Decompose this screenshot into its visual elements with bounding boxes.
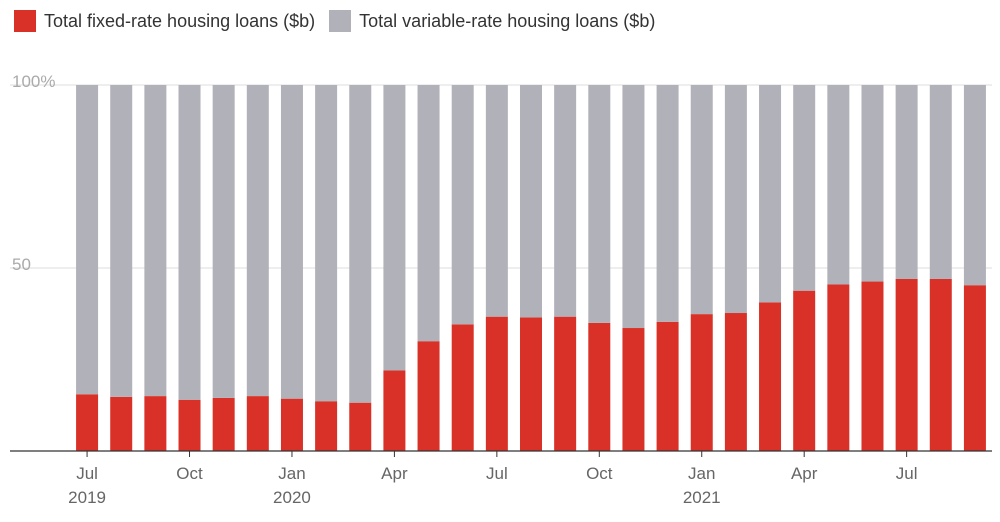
bar-fixed-13: [520, 317, 542, 451]
bar-variable-9: [383, 85, 406, 371]
bar-fixed-25: [929, 278, 952, 451]
x-tick-label-18: Jan: [688, 464, 715, 483]
bar-fixed-14: [554, 316, 577, 451]
bar-variable-22: [827, 85, 850, 285]
bar-fixed-3: [178, 399, 201, 451]
bar-fixed-20: [759, 302, 782, 451]
bar-fixed-9: [383, 370, 406, 451]
bar-fixed-23: [861, 281, 884, 451]
legend-label-variable: Total variable-rate housing loans ($b): [359, 10, 656, 31]
bar-variable-3: [178, 85, 201, 400]
bar-variable-19: [724, 85, 747, 314]
bar-variable-15: [588, 85, 611, 323]
x-tick-label-6: Jan: [278, 464, 305, 483]
bar-fixed-16: [622, 328, 645, 451]
bar-fixed-10: [417, 341, 440, 451]
bar-variable-8: [349, 85, 372, 403]
bar-variable-12: [485, 85, 508, 317]
bar-variable-17: [656, 85, 679, 322]
bar-fixed-15: [588, 322, 611, 451]
bar-fixed-26: [963, 285, 986, 451]
x-tick-year-18: 2021: [683, 488, 721, 507]
bar-variable-16: [622, 85, 645, 329]
bar-fixed-22: [827, 284, 850, 451]
y-tick-label-100: 100%: [12, 72, 55, 91]
x-tick-label-9: Apr: [381, 464, 408, 483]
legend-item-variable[interactable]: Total variable-rate housing loans ($b): [329, 10, 655, 32]
legend-item-fixed[interactable]: Total fixed-rate housing loans ($b): [14, 10, 315, 32]
bar-fixed-5: [246, 396, 269, 451]
bar-variable-25: [929, 85, 952, 279]
x-tick-label-3: Oct: [176, 464, 203, 483]
bar-fixed-6: [280, 398, 303, 451]
x-tick-label-15: Oct: [586, 464, 613, 483]
bar-variable-11: [451, 85, 474, 325]
bar-fixed-8: [349, 402, 372, 451]
y-tick-label-50: 50: [12, 255, 31, 274]
bar-variable-5: [246, 85, 269, 397]
bar-fixed-19: [724, 313, 747, 451]
legend-label-fixed: Total fixed-rate housing loans ($b): [44, 10, 316, 31]
bar-variable-7: [315, 85, 338, 402]
x-tick-label-24: Jul: [896, 464, 918, 483]
bar-fixed-4: [212, 397, 235, 451]
x-tick-year-6: 2020: [273, 488, 311, 507]
bar-variable-0: [76, 85, 99, 395]
bar-variable-23: [861, 85, 884, 282]
bar-variable-6: [280, 85, 303, 399]
bar-variable-2: [144, 85, 167, 397]
bar-fixed-21: [793, 290, 816, 451]
bar-fixed-1: [110, 396, 133, 451]
bar-variable-1: [110, 85, 133, 397]
bar-fixed-24: [895, 278, 918, 451]
bar-fixed-11: [451, 324, 474, 451]
bar-variable-24: [895, 85, 918, 279]
bar-variable-21: [793, 85, 816, 291]
bar-fixed-2: [144, 396, 167, 451]
bar-variable-26: [963, 85, 986, 286]
bar-variable-20: [759, 85, 782, 303]
bar-fixed-7: [315, 401, 338, 451]
bar-fixed-12: [485, 316, 508, 451]
bar-variable-14: [554, 85, 577, 317]
bar-variable-13: [520, 85, 542, 318]
bar-variable-18: [690, 85, 713, 315]
legend-swatch-variable: [329, 10, 352, 32]
legend: Total fixed-rate housing loans ($b) Tota…: [14, 10, 655, 32]
x-tick-year-0: 2019: [68, 488, 106, 507]
x-tick-label-12: Jul: [486, 464, 508, 483]
bar-variable-4: [212, 85, 235, 398]
bar-fixed-18: [690, 314, 713, 451]
bar-fixed-17: [656, 321, 679, 451]
legend-swatch-fixed: [14, 10, 36, 32]
x-tick-label-0: Jul: [76, 464, 98, 483]
x-tick-label-21: Apr: [791, 464, 818, 483]
bar-variable-10: [417, 85, 440, 342]
bar-fixed-0: [76, 394, 99, 451]
